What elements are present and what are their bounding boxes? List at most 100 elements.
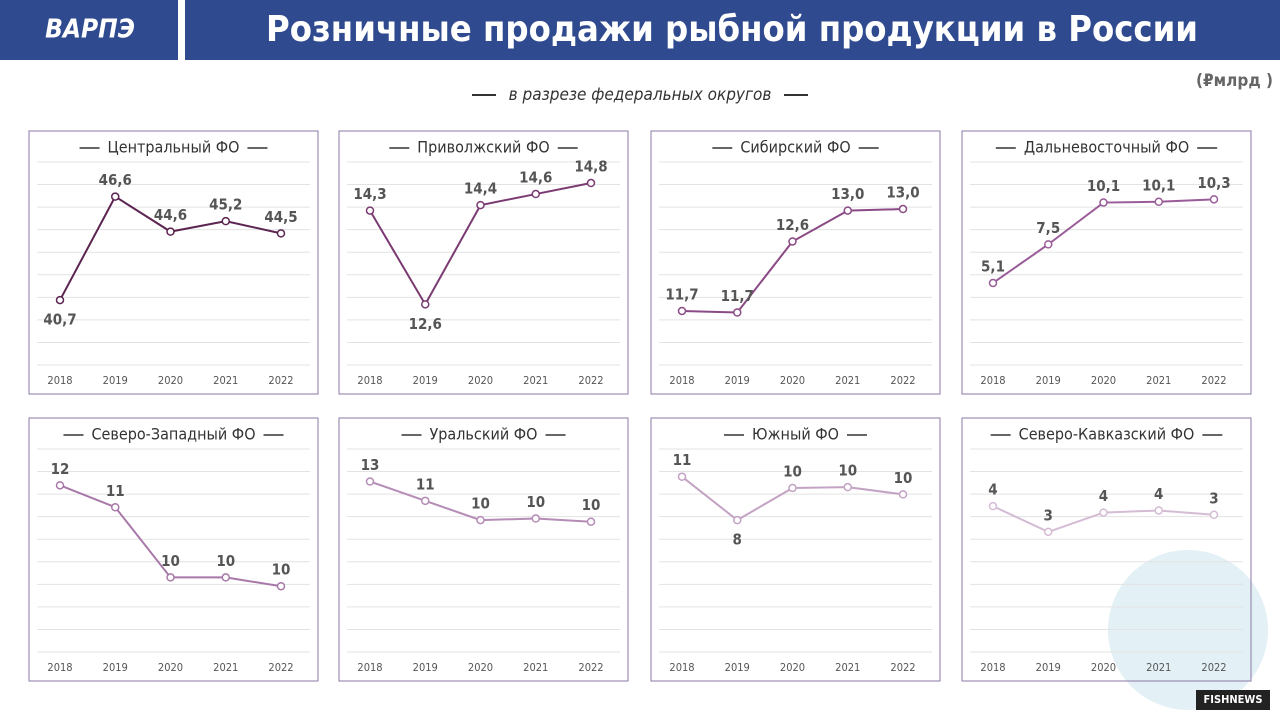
data-point [276, 581, 286, 591]
value-label: 10 [216, 552, 235, 570]
data-point [166, 227, 175, 236]
data-point [988, 278, 998, 288]
value-label: 12,6 [409, 315, 442, 333]
value-label: 4 [1154, 485, 1163, 503]
value-label: 10,1 [1087, 177, 1120, 195]
x-tick-label: 2021 [213, 374, 238, 387]
panel-title: Северо-Кавказский ФО [1019, 425, 1195, 444]
data-point [1209, 195, 1219, 204]
x-tick-label: 2019 [1036, 661, 1061, 674]
data-point [476, 515, 485, 525]
value-label: 11 [106, 482, 125, 500]
data-point [365, 206, 375, 215]
data-line [681, 475, 904, 522]
x-tick-label: 2021 [835, 374, 860, 387]
data-point [476, 200, 485, 210]
panel-title: Центральный ФО [108, 138, 240, 157]
x-tick-label: 2020 [158, 374, 183, 387]
panel: Центральный ФО 2018 2019 2020 2021 2022 40,7 46… [28, 130, 319, 395]
x-tick-label: 2020 [780, 661, 805, 674]
value-label: 40,7 [43, 311, 76, 329]
x-tick-label: 2022 [1201, 661, 1226, 674]
x-tick-label: 2021 [835, 661, 860, 674]
panel-frame [28, 130, 319, 395]
x-tick-label: 2021 [523, 661, 548, 674]
x-tick-label: 2018 [980, 374, 1005, 387]
data-point [111, 192, 120, 201]
data-point [221, 573, 230, 582]
panel-frame [338, 417, 629, 682]
value-label: 10 [272, 561, 291, 579]
value-label: 13 [361, 456, 380, 474]
data-point [276, 229, 286, 238]
data-point [111, 503, 120, 512]
x-tick-label: 2018 [357, 661, 382, 674]
data-point [1209, 510, 1219, 520]
x-tick-label: 2019 [413, 661, 438, 674]
value-label: 44,5 [264, 208, 297, 226]
data-point [421, 496, 430, 506]
value-label: 10 [471, 495, 490, 513]
x-tick-label: 2019 [103, 374, 128, 387]
charts: Центральный ФО 2018 2019 2020 2021 2022 40,7 46… [28, 130, 1252, 682]
value-label: 10 [161, 552, 180, 570]
x-tick-label: 2021 [523, 374, 548, 387]
value-label: 10 [894, 469, 913, 487]
value-label: 44,6 [154, 206, 187, 224]
panel-frame [961, 130, 1252, 395]
x-tick-label: 2020 [468, 661, 493, 674]
value-label: 4 [988, 481, 997, 499]
value-label: 14,6 [519, 169, 552, 187]
value-label: 13,0 [886, 184, 919, 202]
data-point [733, 308, 742, 317]
data-point [421, 300, 430, 309]
decor-circle [1108, 550, 1268, 710]
data-point [898, 204, 908, 214]
value-label: 46,6 [99, 171, 132, 189]
data-point [788, 237, 797, 246]
badge: FISHNEWS [1204, 693, 1263, 706]
panel: Дальневосточный ФО 2018 2019 2020 2021 2022 5,… [961, 130, 1252, 395]
value-label: 11,7 [665, 285, 698, 303]
data-point [843, 206, 852, 215]
value-label: 14,3 [353, 185, 386, 203]
panel: Приволжский ФО 2018 2019 2020 2021 2022 14,3 12… [338, 130, 629, 395]
value-label: 4 [1099, 487, 1108, 505]
value-label: 5,1 [981, 257, 1005, 275]
data-point [221, 216, 230, 226]
x-tick-label: 2020 [780, 374, 805, 387]
data-point [733, 515, 742, 525]
data-point [843, 482, 852, 492]
title-bar [185, 0, 1280, 60]
data-point [55, 295, 65, 305]
panel: Северо-Кавказский ФО 2018 2019 2020 2021 2022… [961, 417, 1252, 682]
panel: Северо-Западный ФО 2018 2019 2020 2021 2022 12… [28, 417, 319, 682]
data-point [586, 517, 596, 526]
data-point [531, 189, 540, 199]
page-title: Розничные продажи рыбной продукции в Рос… [266, 9, 1198, 50]
value-label: 10 [526, 493, 545, 511]
x-tick-label: 2019 [725, 374, 750, 387]
x-tick-label: 2022 [890, 374, 915, 387]
data-point [586, 178, 596, 188]
panel-frame [650, 417, 941, 682]
data-line [992, 198, 1215, 284]
panel-title: Дальневосточный ФО [1024, 138, 1189, 157]
x-tick-label: 2018 [669, 661, 694, 674]
panel-title: Уральский ФО [429, 425, 537, 444]
data-point [1099, 508, 1108, 517]
data-point [531, 514, 540, 523]
logo: ВАРПЭ [45, 15, 135, 45]
x-tick-label: 2018 [357, 374, 382, 387]
panel-frame [650, 130, 941, 395]
panel: Уральский ФО 2018 2019 2020 2021 2022 13 11 10 10… [338, 417, 629, 682]
value-label: 3 [1209, 489, 1218, 507]
value-label: 12,6 [776, 216, 809, 234]
x-tick-label: 2018 [980, 661, 1005, 674]
data-point [898, 490, 908, 499]
value-label: 45,2 [209, 196, 242, 214]
data-line [59, 484, 282, 588]
panel: Южный ФО 2018 2019 2020 2021 2022 11 8 10 10 10 [650, 417, 941, 682]
